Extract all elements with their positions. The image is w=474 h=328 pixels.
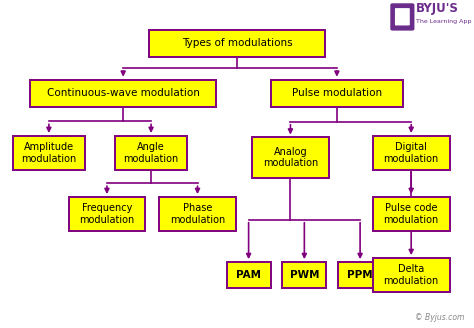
FancyBboxPatch shape (395, 8, 410, 26)
FancyBboxPatch shape (13, 136, 85, 170)
Text: Frequency
modulation: Frequency modulation (79, 203, 135, 225)
FancyBboxPatch shape (373, 258, 449, 292)
FancyBboxPatch shape (115, 136, 187, 170)
Text: Types of modulations: Types of modulations (182, 38, 292, 49)
Text: Continuous-wave modulation: Continuous-wave modulation (47, 88, 200, 98)
FancyBboxPatch shape (149, 30, 325, 57)
FancyBboxPatch shape (283, 262, 327, 288)
Text: Phase
modulation: Phase modulation (170, 203, 225, 225)
Text: Pulse modulation: Pulse modulation (292, 88, 382, 98)
Text: Delta
modulation: Delta modulation (383, 264, 439, 286)
Text: Analog
modulation: Analog modulation (263, 147, 318, 168)
Text: PPM: PPM (347, 270, 373, 280)
FancyBboxPatch shape (271, 80, 403, 107)
Text: Pulse code
modulation: Pulse code modulation (383, 203, 439, 225)
Text: PWM: PWM (290, 270, 319, 280)
FancyBboxPatch shape (390, 3, 414, 31)
Text: © Byjus.com: © Byjus.com (415, 313, 465, 321)
FancyBboxPatch shape (252, 137, 329, 178)
FancyBboxPatch shape (30, 80, 216, 107)
FancyBboxPatch shape (338, 262, 382, 288)
FancyBboxPatch shape (69, 197, 145, 231)
Text: The Learning App: The Learning App (416, 19, 471, 24)
FancyBboxPatch shape (159, 197, 236, 231)
Text: PAM: PAM (236, 270, 261, 280)
Text: Angle
modulation: Angle modulation (123, 142, 179, 164)
FancyBboxPatch shape (227, 262, 271, 288)
FancyBboxPatch shape (373, 136, 449, 170)
Text: Digital
modulation: Digital modulation (383, 142, 439, 164)
Text: Amplitude
modulation: Amplitude modulation (21, 142, 76, 164)
FancyBboxPatch shape (373, 197, 449, 231)
Text: BYJU'S: BYJU'S (416, 2, 459, 15)
